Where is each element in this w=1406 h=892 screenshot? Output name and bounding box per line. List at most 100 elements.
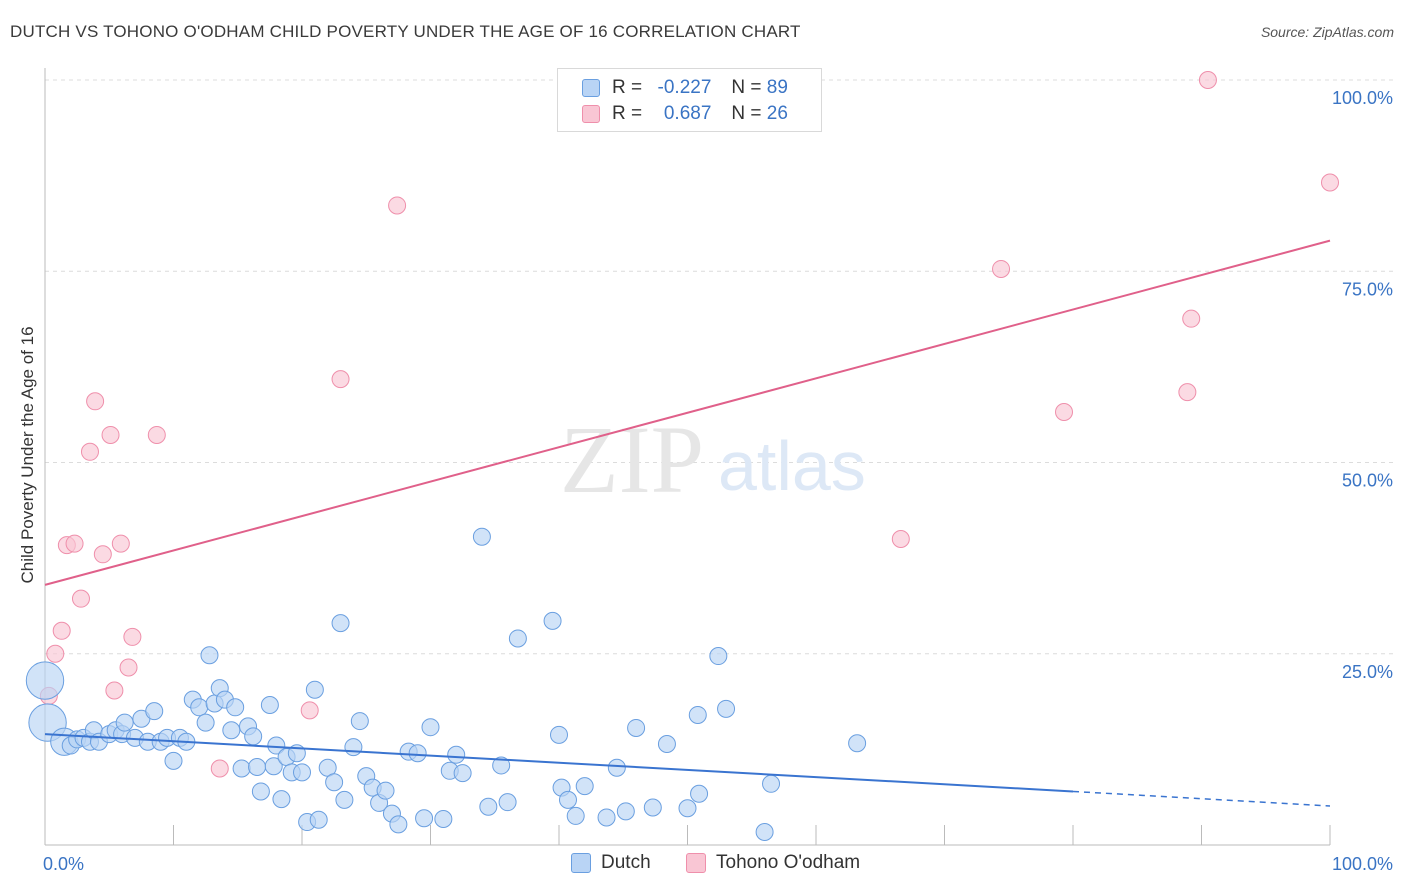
legend-r-label: R = xyxy=(612,103,643,124)
legend-n-value: 26 xyxy=(766,103,788,124)
legend-r-value: 0.687 xyxy=(663,103,712,124)
legend-n-value: 89 xyxy=(766,77,788,98)
tick-labels: 25.0% 50.0% 75.0% 100.0% 0.0% 100.0% xyxy=(43,88,1393,874)
dutch-point xyxy=(434,809,453,828)
series-dutch xyxy=(25,527,867,841)
legend-label-dutch: Dutch xyxy=(601,852,651,873)
series-tohono xyxy=(39,71,1339,778)
tohono-point xyxy=(52,621,71,640)
dutch-point xyxy=(325,773,344,792)
dutch-point xyxy=(226,698,245,717)
dutch-point xyxy=(607,758,626,777)
watermark-atlas: atlas xyxy=(718,427,866,505)
y-tick-label: 50.0% xyxy=(1342,471,1393,491)
legend-label-tohono: Tohono O'odham xyxy=(716,852,861,873)
dutch-point xyxy=(115,713,134,732)
dutch-point xyxy=(616,802,635,821)
tohono-point xyxy=(93,545,112,564)
watermark-zip: ZIP xyxy=(560,406,704,513)
legend-swatch-tohono xyxy=(686,853,706,873)
dutch-point xyxy=(558,790,577,809)
dutch-point xyxy=(550,725,568,744)
trend-lines xyxy=(44,239,1331,807)
watermark: ZIP atlas xyxy=(560,406,866,513)
series-legend: Dutch Tohono O'odham xyxy=(0,852,1406,878)
dutch-point xyxy=(597,808,616,827)
tohono-point xyxy=(105,681,124,700)
dutch-point xyxy=(566,806,585,825)
dutch-point xyxy=(508,629,527,648)
y-tick-label: 75.0% xyxy=(1342,279,1393,299)
tohono-point xyxy=(992,259,1011,278)
correlation-legend: R = -0.227 N = 89 R = 0.687 N = 26 xyxy=(557,68,822,132)
legend-swatch-tohono xyxy=(582,105,600,123)
tohono-point xyxy=(891,530,910,548)
dutch-point xyxy=(575,777,594,796)
dutch-point xyxy=(331,614,350,633)
dutch-point xyxy=(498,793,517,812)
tohono-point xyxy=(119,658,138,677)
tohono-point xyxy=(123,627,142,646)
legend-n-label: N = xyxy=(731,77,762,98)
tohono-point xyxy=(46,644,65,663)
legend-item-dutch: Dutch xyxy=(571,852,651,874)
y-axis-label: Child Poverty Under the Age of 16 xyxy=(18,326,37,583)
dutch-point xyxy=(164,751,183,770)
dutch-point xyxy=(678,799,697,818)
dutch-point xyxy=(543,611,562,630)
y-tick-label: 100.0% xyxy=(1332,88,1393,108)
dutch-point xyxy=(248,757,267,776)
dutch-point xyxy=(717,699,736,718)
legend-swatch-dutch xyxy=(571,853,591,873)
dutch-point xyxy=(200,646,219,665)
dutch-point xyxy=(657,735,676,754)
legend-row-dutch: R = -0.227 N = 89 xyxy=(582,76,788,100)
tohono-point xyxy=(111,534,130,553)
dutch-point xyxy=(190,698,209,717)
dutch-point xyxy=(305,680,324,699)
dutch-point xyxy=(447,745,466,764)
tohono-point xyxy=(1055,403,1074,422)
legend-r-value: -0.227 xyxy=(657,77,712,98)
legend-n-label: N = xyxy=(731,103,762,124)
dutch-point xyxy=(643,798,662,817)
dutch-point xyxy=(335,790,354,809)
tohono-point xyxy=(80,442,99,461)
dutch-point xyxy=(755,822,774,841)
tohono-point xyxy=(65,534,84,553)
dutch-point xyxy=(709,647,728,666)
tohono-point xyxy=(86,392,105,411)
dutch-point xyxy=(479,797,498,816)
tohono-point xyxy=(101,425,120,444)
dutch-point xyxy=(244,727,263,746)
tohono-point xyxy=(331,370,350,389)
dutch-point xyxy=(232,759,251,778)
dutch-point xyxy=(690,784,709,803)
dutch-point xyxy=(421,718,440,737)
tohono-point xyxy=(147,425,166,444)
dutch-point xyxy=(222,721,241,740)
dutch-point xyxy=(145,702,164,721)
x-tick-label: 0.0% xyxy=(43,854,84,874)
dutch-point xyxy=(453,764,472,783)
dutch-point xyxy=(260,696,279,715)
dutch-point xyxy=(408,744,427,763)
tohono-point xyxy=(71,589,90,608)
tohono-point xyxy=(1178,383,1197,402)
tohono-point xyxy=(210,759,229,778)
dutch-point xyxy=(762,774,781,793)
dutch-point xyxy=(309,810,328,829)
dutch-trend-extension xyxy=(1072,790,1331,807)
dutch-point xyxy=(688,705,707,724)
dutch-point xyxy=(389,815,408,834)
legend-row-tohono: R = 0.687 N = 26 xyxy=(582,102,788,126)
dutch-point xyxy=(848,734,867,753)
y-tick-label: 25.0% xyxy=(1342,662,1393,682)
x-tick-label: 100.0% xyxy=(1332,854,1393,874)
tohono-point xyxy=(388,196,407,215)
dutch-point xyxy=(293,763,311,782)
dutch-point xyxy=(251,782,270,801)
dutch-point xyxy=(196,713,215,732)
tohono-point xyxy=(1182,309,1201,328)
